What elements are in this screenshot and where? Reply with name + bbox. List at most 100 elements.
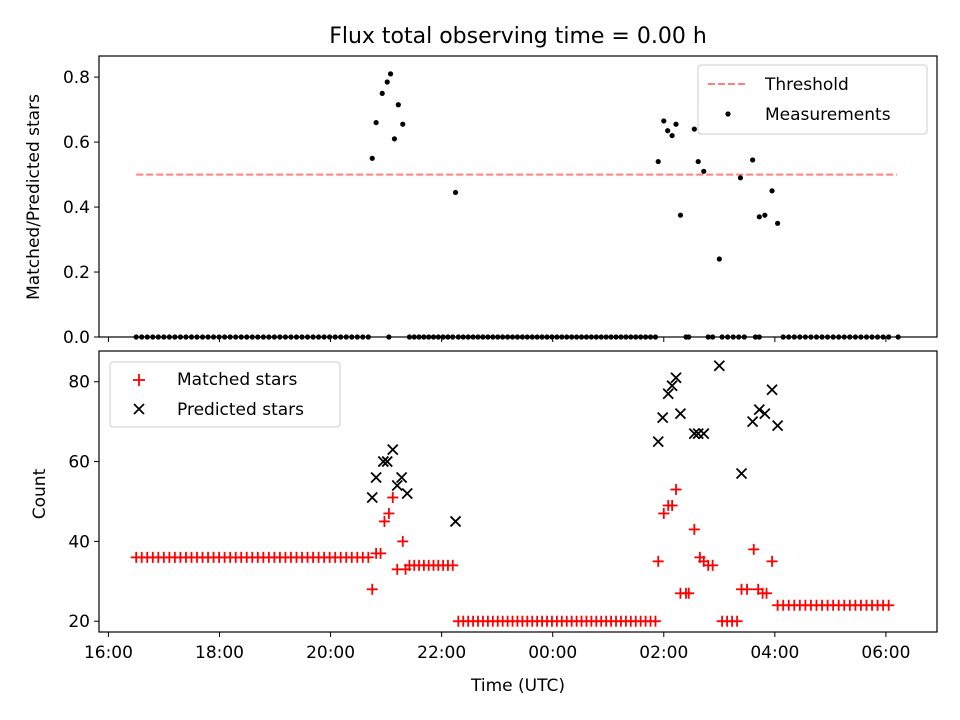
bottom-y-tick-label: 60 [68, 453, 90, 473]
bottom-y-tick-label: 80 [68, 373, 90, 393]
matched-star-marker [688, 523, 700, 535]
predicted-marker-b [753, 404, 765, 416]
measurement-point [391, 136, 398, 142]
predicted-star-marker [753, 404, 765, 416]
predicted-marker-b [666, 380, 678, 392]
legend-predicted-swatch [133, 403, 145, 415]
matched-star-marker [683, 587, 695, 599]
predicted-marker-b [766, 384, 778, 396]
measurement-point [655, 158, 661, 165]
measurement-point [673, 121, 679, 127]
predicted-star-marker [396, 471, 408, 484]
legend-matched-label: Matched stars [177, 370, 297, 390]
bottom-y-axis-label: Count [30, 468, 50, 519]
measurement-point [677, 212, 684, 218]
predicted-star-marker [759, 408, 771, 420]
predicted-marker-b [391, 479, 403, 492]
bottom-x-axis-label: Time (UTC) [470, 676, 565, 696]
measurement-point [452, 189, 459, 196]
measurement-point [691, 126, 697, 132]
matched-star-marker [362, 551, 374, 563]
predicted-star-marker [662, 388, 674, 400]
measurement-point [762, 212, 768, 218]
matched-star-marker [400, 563, 412, 575]
bottom-x-tick-label: 00:00 [528, 643, 577, 663]
matched-star-marker [707, 559, 719, 571]
measurement-point [737, 175, 744, 181]
predicted-marker-b [771, 420, 784, 432]
bottom-legend-box [109, 361, 341, 428]
predicted-marker-b [698, 427, 710, 440]
measurement-point [750, 157, 756, 163]
predicted-marker-b [449, 515, 462, 528]
predicted-marker-b [387, 443, 399, 456]
matched-star-marker [649, 615, 661, 627]
matched-star-marker [766, 555, 778, 567]
predicted-star-marker [771, 420, 784, 432]
predicted-star-marker [698, 427, 710, 440]
predicted-star-marker [657, 412, 669, 424]
matched-star-marker [652, 555, 664, 567]
measurement-point [775, 220, 781, 226]
measurement-point [769, 188, 775, 194]
legend-measurements-label: Measurements [765, 105, 891, 125]
predicted-marker-b [377, 455, 389, 468]
top-axes-frame [98, 55, 938, 338]
predicted-marker-b [396, 471, 408, 484]
predicted-marker-b [370, 471, 382, 484]
predicted-star-marker [391, 479, 403, 492]
predicted-star-marker [366, 491, 378, 504]
legend-matched-swatch [133, 374, 145, 386]
predicted-star-marker [387, 443, 399, 456]
bottom-x-tick-label: 22:00 [417, 643, 466, 663]
matched-star-marker [658, 507, 670, 519]
top-y-tick-label: 0.6 [63, 133, 90, 153]
measurement-point [384, 79, 390, 85]
top-y-tick-label: 0.4 [63, 198, 90, 218]
top-y-tick-label: 0.2 [63, 263, 90, 283]
matched-star-marker [741, 583, 753, 595]
predicted-star-marker [381, 455, 393, 468]
matched-star-marker [375, 547, 387, 559]
chart-title: Flux total observing time = 0.00 h [329, 24, 707, 49]
predicted-marker-b [662, 388, 674, 400]
bottom-x-tick-label: 06:00 [861, 643, 910, 663]
predicted-star-marker [713, 360, 725, 372]
predicted-star-marker [449, 515, 462, 528]
predicted-star-marker [674, 408, 687, 420]
bottom-y-tick-label: 20 [68, 612, 90, 632]
top-y-ticks: 0.0 0.2 0.4 0.6 0.8 [63, 68, 99, 348]
top-y-tick-label: 0.0 [63, 328, 90, 348]
predicted-star-marker [688, 427, 700, 440]
measurement-point [669, 132, 675, 139]
predicted-star-marker [746, 416, 759, 428]
legend-predicted-label: Predicted stars [177, 400, 304, 420]
predicted-marker-b [657, 412, 669, 424]
bottom-y-tick-label: 40 [68, 532, 90, 552]
matched-star-marker [698, 555, 710, 567]
legend-measurements-swatch [725, 111, 731, 117]
bottom-plot-area [130, 360, 895, 627]
matched-star-marker [447, 559, 459, 571]
measurement-point [373, 119, 379, 126]
measurement-point [369, 155, 375, 161]
bottom-axes-frame [98, 350, 938, 633]
measurement-point [695, 158, 701, 165]
matched-star-marker [670, 484, 682, 496]
bottom-x-tick-label: 04:00 [750, 643, 799, 663]
measurement-point [661, 118, 667, 124]
bottom-x-tick-label: 18:00 [195, 643, 244, 663]
predicted-marker-b [735, 467, 748, 480]
predicted-star-marker [670, 372, 682, 384]
top-y-tick-label: 0.8 [63, 68, 90, 88]
measurement-point [701, 168, 707, 174]
legend-threshold-label: Threshold [764, 75, 849, 95]
bottom-y-ticks: 20 40 60 80 [68, 373, 99, 632]
bottom-x-ticks: 16:00 18:00 20:00 22:00 00:00 02:00 04:00 06:00 [84, 632, 910, 663]
bottom-legend: Matched stars Predicted stars [109, 361, 341, 428]
top-legend: Threshold Measurements [697, 64, 928, 135]
predicted-marker-b [670, 372, 682, 384]
matched-star-marker [387, 491, 399, 503]
top-panel: 0.00.20.40.60.8 Matched/Predicted stars … [24, 55, 938, 348]
